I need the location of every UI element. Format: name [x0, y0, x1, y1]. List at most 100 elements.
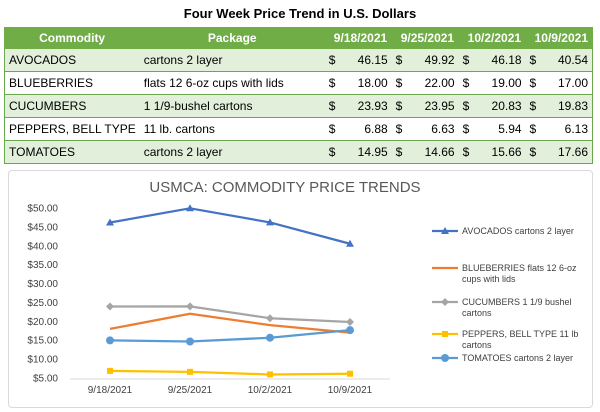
x-tick-label: 9/18/2021	[88, 385, 133, 396]
cell-currency-symbol: $	[391, 48, 404, 72]
chart-container	[8, 170, 593, 408]
cell-currency-symbol: $	[324, 140, 337, 164]
y-tick-label: $45.00	[27, 222, 58, 233]
data-point	[106, 302, 114, 311]
cell-price: 18.00	[336, 71, 392, 95]
cell-commodity: AVOCADOS	[3, 48, 140, 72]
table-row: TOMATOES cartons 2 layer $14.95 $14.66 $15.6…	[3, 140, 593, 164]
data-point	[266, 333, 274, 342]
cell-currency-symbol: $	[525, 140, 538, 164]
y-tick-label: $30.00	[27, 279, 58, 290]
legend-label: AVOCADOS cartons 2 layer	[462, 226, 574, 236]
legend-label: BLUEBERRIES flats 12 6-oz cups with lids	[462, 263, 577, 284]
cell-package: flats 12 6-oz cups with lids	[139, 71, 325, 95]
data-point	[186, 302, 194, 311]
y-tick-label: $10.00	[27, 355, 58, 366]
data-point	[267, 371, 273, 378]
cell-currency-symbol: $	[458, 71, 471, 95]
series-line	[109, 305, 351, 324]
cell-package: cartons 2 layer	[139, 140, 325, 164]
cell-price: 19.00	[470, 71, 526, 95]
data-point	[186, 337, 194, 346]
y-tick-label: $20.00	[27, 317, 58, 328]
data-point	[346, 239, 354, 247]
cell-currency-symbol: $	[324, 71, 337, 95]
legend-label: PEPPERS, BELL TYPE 11 lb cartons	[462, 329, 578, 350]
column-header-package: Package	[139, 27, 326, 49]
cell-price: 14.95	[336, 140, 392, 164]
series-line	[109, 329, 351, 343]
page-title: Four Week Price Trend in U.S. Dollars	[183, 6, 417, 21]
cell-price: 6.88	[336, 117, 392, 141]
cell-currency-symbol: $	[458, 117, 471, 141]
cell-price: 49.92	[403, 48, 459, 72]
cell-price: 46.18	[470, 48, 526, 72]
cell-package: cartons 2 layer	[139, 48, 325, 72]
y-tick-label: $50.00	[27, 204, 58, 215]
cell-currency-symbol: $	[324, 94, 337, 118]
cell-currency-symbol: $	[391, 117, 404, 141]
cell-price: 5.94	[470, 117, 526, 141]
cell-price: 46.15	[336, 48, 392, 72]
y-tick-label: $35.00	[27, 260, 58, 271]
cell-package: 11 lb. cartons	[139, 117, 325, 141]
cell-currency-symbol: $	[525, 71, 538, 95]
chart-title: USMCA: COMMODITY PRICE TRENDS	[149, 179, 420, 196]
cell-price: 17.66	[537, 140, 593, 164]
data-point	[266, 314, 274, 323]
cell-commodity: PEPPERS, BELL TYPE	[3, 117, 140, 141]
legend-marker	[441, 227, 449, 234]
data-point	[106, 336, 114, 345]
legend-marker	[441, 354, 449, 362]
data-point	[107, 367, 113, 374]
column-header-week4: 10/9/2021	[525, 27, 593, 49]
cell-currency-symbol: $	[324, 117, 337, 141]
legend-marker	[442, 331, 448, 337]
column-header-commodity: Commodity	[3, 27, 141, 49]
x-tick-label: 9/25/2021	[168, 385, 213, 396]
table-row: AVOCADOS cartons 2 layer $46.15 $49.92 $46.1…	[3, 48, 593, 72]
series-line	[109, 312, 351, 334]
column-header-week1: 9/18/2021	[324, 27, 393, 49]
cell-currency-symbol: $	[525, 48, 538, 72]
legend-marker	[441, 298, 449, 306]
y-tick-label: $40.00	[27, 241, 58, 252]
legend-label: CUCUMBERS 1 1/9 bushel cartons	[462, 297, 572, 318]
data-point	[346, 326, 354, 335]
cell-currency-symbol: $	[391, 71, 404, 95]
table-header-row: Commodity Package 9/18/2021 9/25/2021 10…	[3, 27, 593, 49]
data-point	[186, 204, 194, 212]
table-row: PEPPERS, BELL TYPE 11 lb. cartons $6.88 $6.…	[3, 117, 593, 141]
data-point	[266, 218, 274, 226]
cell-currency-symbol: $	[391, 140, 404, 164]
cell-price: 22.00	[403, 71, 459, 95]
cell-price: 17.00	[537, 71, 593, 95]
cell-price: 6.63	[403, 117, 459, 141]
cell-commodity: BLUEBERRIES	[3, 71, 140, 95]
y-tick-label: $25.00	[27, 298, 58, 309]
cell-price: 15.66	[470, 140, 526, 164]
data-point	[106, 218, 114, 226]
price-table: Commodity Package 9/18/2021 9/25/2021 10…	[3, 27, 593, 164]
cell-currency-symbol: $	[525, 117, 538, 141]
table-row: BLUEBERRIES flats 12 6-oz cups with lids $…	[3, 71, 593, 95]
cell-currency-symbol: $	[458, 140, 471, 164]
cell-price: 14.66	[403, 140, 459, 164]
cell-currency-symbol: $	[525, 94, 538, 118]
legend-label: TOMATOES cartons 2 layer	[462, 353, 573, 363]
y-tick-label: $5.00	[33, 374, 58, 385]
cell-price: 23.95	[403, 94, 459, 118]
data-point	[347, 370, 353, 377]
series-line	[109, 369, 351, 376]
data-point	[346, 317, 354, 326]
column-header-week3: 10/2/2021	[458, 27, 527, 49]
cell-commodity: TOMATOES	[3, 140, 140, 164]
x-tick-label: 10/2/2021	[248, 385, 293, 396]
cell-price: 6.13	[537, 117, 593, 141]
cell-currency-symbol: $	[458, 48, 471, 72]
table-body: AVOCADOS cartons 2 layer $46.15 $49.92 $46.1…	[3, 48, 593, 164]
y-tick-label: $15.00	[27, 336, 58, 347]
cell-price: 23.93	[336, 94, 392, 118]
data-point	[187, 368, 193, 375]
